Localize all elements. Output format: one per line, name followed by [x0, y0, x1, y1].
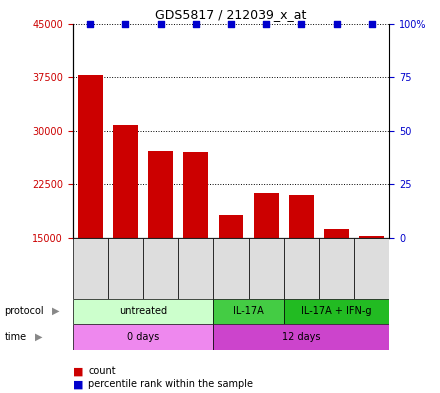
Bar	[319, 238, 354, 299]
Text: ▶: ▶	[35, 332, 43, 342]
Text: ▶: ▶	[52, 306, 59, 316]
Bar	[213, 299, 284, 324]
Text: 12 days: 12 days	[282, 332, 321, 342]
Point	[192, 20, 199, 27]
Bar	[143, 238, 178, 299]
Text: protocol: protocol	[4, 306, 44, 316]
Text: IL-17A: IL-17A	[233, 307, 264, 316]
Point	[87, 20, 94, 27]
Text: ■: ■	[73, 366, 83, 376]
Bar	[324, 229, 349, 345]
Text: untreated: untreated	[119, 307, 167, 316]
Bar	[108, 238, 143, 299]
Point	[298, 20, 305, 27]
Bar	[213, 238, 249, 299]
Point	[368, 20, 375, 27]
Bar	[73, 324, 213, 350]
Bar	[78, 75, 103, 345]
Text: count: count	[88, 366, 116, 376]
Point	[157, 20, 164, 27]
Bar	[354, 238, 389, 299]
Text: IL-17A + IFN-g: IL-17A + IFN-g	[301, 307, 372, 316]
Text: ■: ■	[73, 379, 83, 389]
Bar	[113, 125, 138, 345]
Bar	[289, 195, 314, 345]
Title: GDS5817 / 212039_x_at: GDS5817 / 212039_x_at	[155, 8, 307, 21]
Point	[122, 20, 129, 27]
Bar	[249, 238, 284, 299]
Bar	[73, 299, 213, 324]
Point	[263, 20, 270, 27]
Point	[227, 20, 235, 27]
Bar	[148, 151, 173, 345]
Bar	[183, 152, 208, 345]
Bar	[284, 238, 319, 299]
Bar	[219, 215, 243, 345]
Text: 0 days: 0 days	[127, 332, 159, 342]
Bar	[359, 236, 384, 345]
Bar	[284, 299, 389, 324]
Point	[333, 20, 340, 27]
Text: percentile rank within the sample: percentile rank within the sample	[88, 379, 253, 389]
Bar	[73, 238, 108, 299]
Bar	[254, 193, 279, 345]
Bar	[178, 238, 213, 299]
Text: time: time	[4, 332, 26, 342]
Bar	[213, 324, 389, 350]
